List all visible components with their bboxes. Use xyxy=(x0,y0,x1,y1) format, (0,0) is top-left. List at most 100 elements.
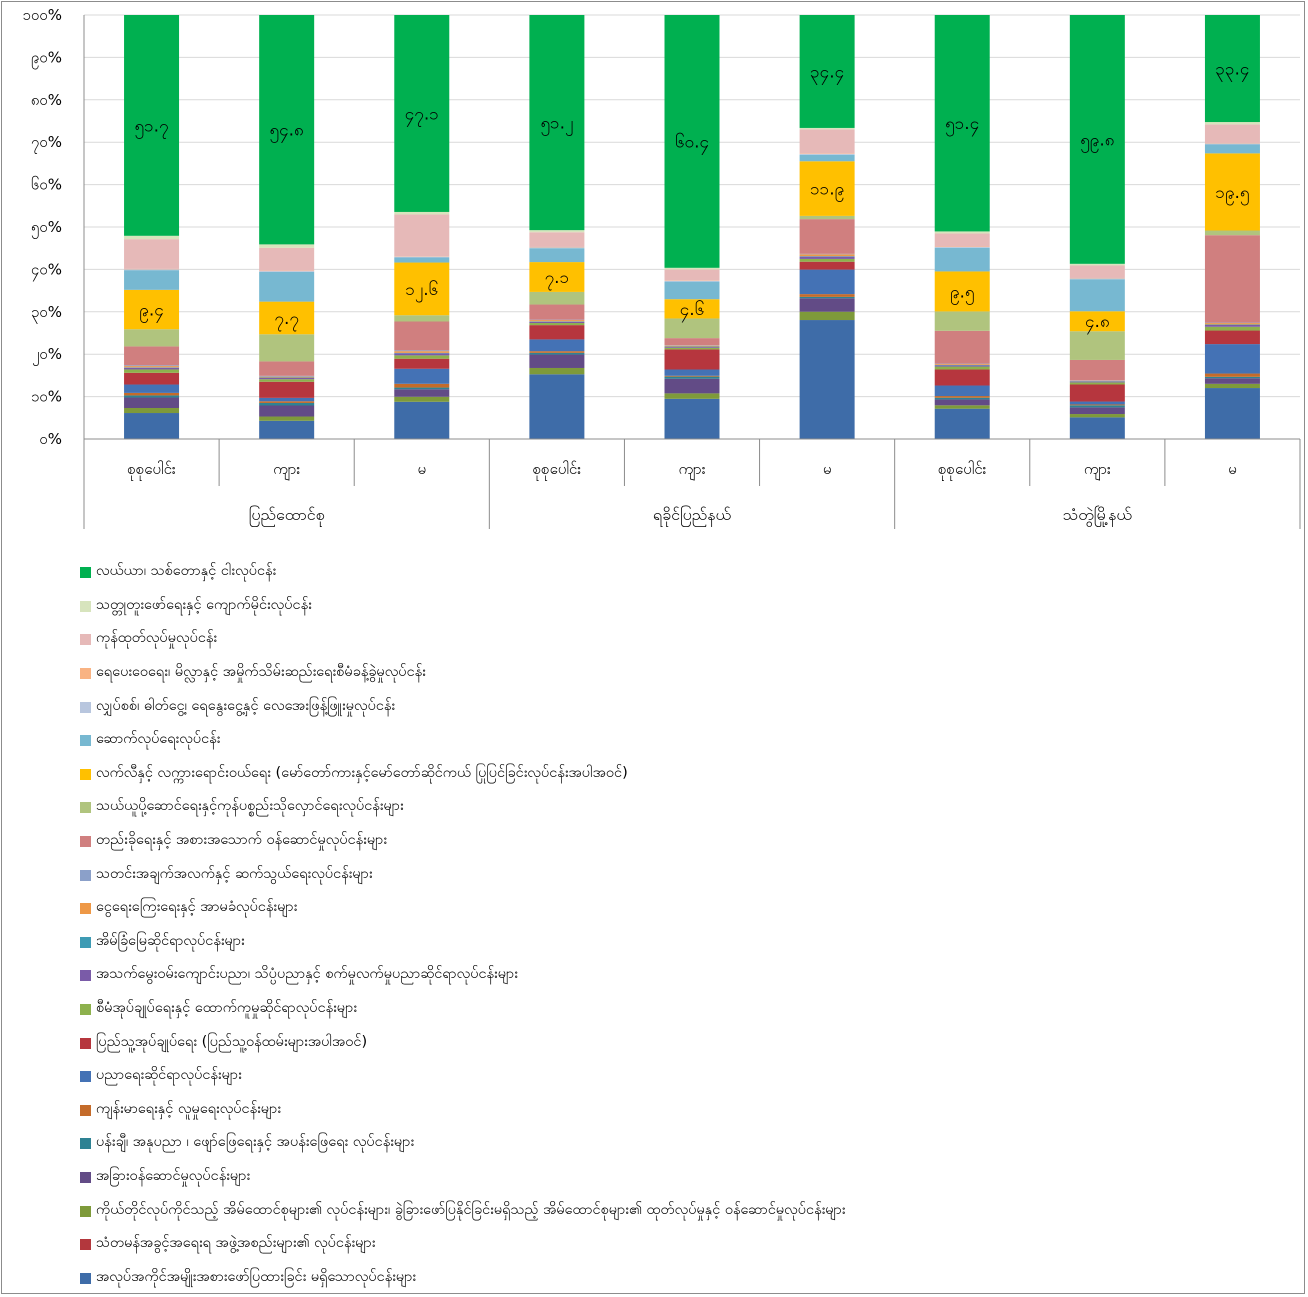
bar-segment xyxy=(259,376,315,378)
bar-segment xyxy=(259,401,315,403)
data-label: ၁၂.၆ xyxy=(405,279,438,303)
bar-segment xyxy=(934,366,990,370)
bar-segment xyxy=(934,385,990,397)
data-label: ၄.၆ xyxy=(680,299,705,323)
legend-label: သံတမန်အခွင့်အရေးရ အဖွဲ့အစည်းများ၏ လုပ်ငန… xyxy=(96,1235,376,1252)
bar-segment xyxy=(934,271,990,312)
legend-item: အလုပ်အကိုင်အမျိုးအစားဖော်ပြထားခြင်း မရှိ… xyxy=(80,1261,845,1295)
bar-segment xyxy=(1204,323,1260,325)
bar-segment xyxy=(124,346,180,366)
bar-segment xyxy=(664,267,720,270)
legend-item: အိမ်ခြံမြေဆိုင်ရာလုပ်ငန်းများ xyxy=(80,926,845,960)
category-label: မ xyxy=(417,460,426,478)
category-label: စုစုပေါင်း xyxy=(533,460,581,481)
bar-segment xyxy=(259,301,315,335)
bar-segment xyxy=(1069,414,1125,418)
bar-segment xyxy=(124,395,180,398)
bar-segment xyxy=(1204,143,1260,145)
bar-segment xyxy=(529,367,585,375)
bar-segment xyxy=(799,294,855,297)
bar-segment xyxy=(664,338,720,346)
legend-item: ဆောက်လုပ်ရေးလုပ်ငန်း xyxy=(80,724,845,758)
bar-segment xyxy=(934,405,990,409)
bar-segment xyxy=(529,230,585,233)
legend-label: စီမံအုပ်ချုပ်ရေးနှင့် ထောက်ကူမှုဆိုင်ရာလ… xyxy=(96,1000,358,1017)
bar-segment xyxy=(1069,401,1125,405)
legend-item: သယ်ယူပို့ဆောင်ရေးနှင့်ကုန်ပစ္စည်းသိုလှော… xyxy=(80,791,845,825)
y-tick-label: ၅၀% xyxy=(31,218,62,239)
bar-segment xyxy=(1204,153,1260,231)
legend-label: ပန်းချီ၊ အနုပညာ ၊ ဖျော်ဖြေရေးနှင့် အပန်း… xyxy=(96,1134,415,1151)
bar-segment xyxy=(934,399,990,406)
bar-segment xyxy=(529,351,585,353)
bar-segment xyxy=(934,311,990,331)
legend-swatch xyxy=(80,1004,91,1016)
bar-segment xyxy=(664,269,720,281)
bar-segment xyxy=(259,375,315,377)
data-label: ၁၉.၅ xyxy=(1215,183,1249,206)
bar-segment xyxy=(124,289,180,330)
legend-label: အလုပ်အကိုင်အမျိုးအစားဖော်ပြထားခြင်း မရှိ… xyxy=(96,1268,417,1285)
data-label: ၅၁.၇ xyxy=(135,116,169,139)
bar-segment xyxy=(799,311,855,321)
bar-segment xyxy=(529,321,585,324)
bar-segment xyxy=(664,393,720,399)
legend-swatch xyxy=(80,1205,91,1217)
legend-label: လက်လီနှင့် လက္ကားရောင်းဝယ်ရေး (မော်တော်က… xyxy=(96,764,628,781)
bar-segment xyxy=(124,15,180,236)
bar-segment xyxy=(1069,263,1125,266)
data-label: ၇.၁ xyxy=(545,268,570,291)
legend-item: တည်းခိုရေးနှင့် အစားအသောက် ဝန်ဆောင်မှုလု… xyxy=(80,825,845,859)
bar-segment xyxy=(394,389,450,397)
bar-segment xyxy=(394,387,450,390)
legend-label: လျှပ်စစ်၊ ဓါတ်ငွေ့၊ ရေနွေးငွေ့နှင့် လေအေ… xyxy=(96,697,396,714)
category-label: မ xyxy=(823,460,832,478)
legend-item: ကျန်းမာရေးနှင့် လူမှုရေးလုပ်ငန်းများ xyxy=(80,1094,845,1128)
legend-label: အိမ်ခြံမြေဆိုင်ရာလုပ်ငန်းများ xyxy=(96,932,245,949)
data-label: ၃၃.၄ xyxy=(1215,60,1249,83)
bar-segment xyxy=(259,244,315,248)
y-tick-label: ၄၀% xyxy=(31,260,62,281)
bar-segment xyxy=(664,299,720,319)
bar-segment xyxy=(1069,278,1125,280)
y-tick-label: ၁၀၀% xyxy=(22,6,62,24)
legend-label: သတင်းအချက်အလက်နှင့် ဆက်သွယ်ရေးလုပ်ငန်းမျ… xyxy=(96,865,373,882)
bar-segment xyxy=(259,405,315,417)
legend-label: ရေပေးဝေရေး၊ မိလ္လာနှင့် အမှိုက်သိမ်းဆည်း… xyxy=(96,664,426,681)
bar-segment xyxy=(259,361,315,376)
bar-segment xyxy=(259,402,315,406)
data-label: ၅၉.၈ xyxy=(1080,130,1114,153)
bar-segment xyxy=(529,352,585,355)
data-label: ၇.၇ xyxy=(274,309,299,332)
bar-segment xyxy=(799,219,855,254)
bar-segment xyxy=(1069,405,1125,408)
bar-segment xyxy=(799,15,855,128)
legend-swatch xyxy=(80,600,91,612)
legend-swatch xyxy=(80,836,91,848)
bar-segment xyxy=(394,401,450,439)
bar-segment xyxy=(664,346,720,348)
y-tick-label: ၉၀% xyxy=(31,48,62,69)
data-label: ၅၁.၂ xyxy=(540,114,573,137)
data-label: ၃၄.၄ xyxy=(810,62,844,85)
bar-segment xyxy=(124,384,180,393)
legend-swatch xyxy=(80,903,91,915)
bar-segment xyxy=(934,365,990,367)
legend-label: ဆောက်လုပ်ရေးလုပ်ငန်း xyxy=(96,731,221,748)
bar-segment xyxy=(799,269,855,295)
bar-segment xyxy=(394,262,450,316)
bar-segment xyxy=(124,367,180,370)
legend-label: သတ္တုတူးဖော်ရေးနှင့် ကျောက်မိုင်းလုပ်ငန်… xyxy=(96,596,312,613)
data-label: ၅၄.၈ xyxy=(270,121,304,144)
legend-swatch xyxy=(80,1037,91,1049)
bar-segment xyxy=(259,271,315,302)
y-tick-label: ၇၀% xyxy=(31,133,62,154)
bar-segment xyxy=(259,381,315,398)
bar-segment xyxy=(529,247,585,249)
bar-segment xyxy=(529,354,585,368)
bar-segment xyxy=(259,379,315,382)
bar-segment xyxy=(394,315,450,322)
bar-segment xyxy=(934,408,990,439)
bar-segment xyxy=(934,364,990,365)
bar-segment xyxy=(124,269,180,271)
